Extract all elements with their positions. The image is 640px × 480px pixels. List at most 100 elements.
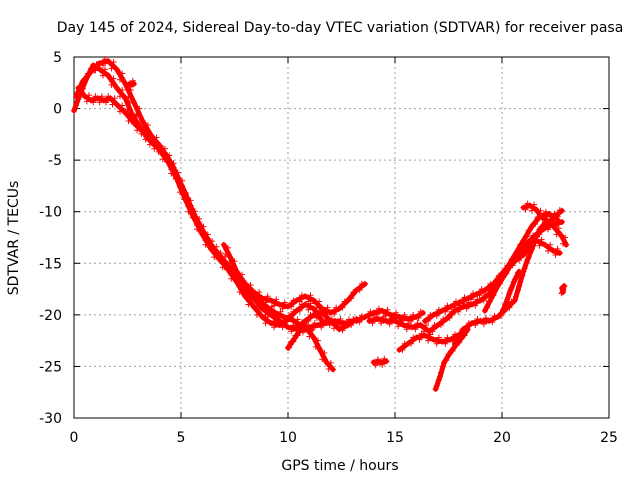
data-point: [465, 299, 472, 306]
data-point: [211, 254, 218, 261]
data-point: [558, 219, 565, 226]
data-point: [433, 340, 440, 347]
data-point: [436, 373, 443, 380]
data-point: [271, 302, 278, 309]
data-point: [525, 254, 532, 261]
data-point: [474, 315, 481, 322]
data-point: [552, 252, 559, 259]
data-point: [432, 386, 439, 393]
series-track-c: [75, 84, 326, 331]
data-point: [559, 240, 566, 247]
data-point: [461, 294, 468, 301]
data-point: [371, 313, 378, 320]
data-point: [299, 329, 306, 336]
data-point: [322, 310, 329, 317]
data-point: [372, 362, 379, 369]
data-point: [310, 305, 317, 312]
data-point: [108, 81, 115, 88]
data-point: [294, 332, 301, 339]
data-point: [444, 302, 451, 309]
data-point: [451, 340, 458, 347]
data-point: [400, 322, 407, 329]
data-point: [316, 308, 323, 315]
data-point: [440, 363, 447, 370]
data-point: [433, 383, 440, 390]
data-point: [463, 326, 470, 333]
data-point: [517, 278, 524, 285]
data-point: [153, 139, 160, 146]
data-point: [500, 307, 507, 314]
y-tick-label: -25: [39, 359, 62, 375]
data-point: [413, 334, 420, 341]
data-point: [187, 197, 194, 204]
data-point: [528, 207, 535, 214]
data-point: [117, 108, 124, 115]
series-trace: [482, 238, 563, 314]
data-point: [327, 309, 334, 316]
series-track-h: [370, 355, 390, 369]
data-point: [113, 101, 120, 108]
series-track-d: [220, 241, 369, 317]
data-point: [304, 326, 311, 333]
data-point: [375, 305, 382, 312]
data-point: [463, 305, 470, 312]
data-point: [480, 321, 487, 328]
data-point: [323, 320, 330, 327]
data-point: [96, 99, 103, 106]
data-point: [550, 223, 557, 230]
series-track-j: [421, 216, 565, 325]
data-point: [264, 305, 271, 312]
data-point: [546, 224, 553, 231]
data-point: [91, 67, 98, 74]
data-point: [469, 301, 476, 308]
data-point: [481, 307, 488, 314]
data-point: [130, 99, 137, 106]
data-point: [489, 319, 496, 326]
data-point: [333, 304, 340, 311]
data-point: [339, 327, 346, 334]
data-point: [356, 319, 363, 326]
y-tick-label: -20: [39, 308, 62, 324]
data-point: [443, 357, 450, 364]
data-point: [533, 206, 540, 213]
data-point: [425, 318, 432, 325]
series-trace: [75, 85, 325, 328]
data-point: [480, 297, 487, 304]
data-point: [182, 196, 189, 203]
data-point: [387, 311, 394, 318]
data-point: [245, 301, 252, 308]
data-point: [294, 316, 301, 323]
data-point: [344, 297, 351, 304]
data-point: [560, 284, 567, 291]
data-point: [370, 309, 377, 316]
data-point: [105, 72, 112, 79]
data-point: [521, 265, 528, 272]
data-point: [477, 318, 484, 325]
data-point: [264, 313, 271, 320]
data-point: [555, 225, 562, 232]
data-point: [490, 292, 497, 299]
data-point: [83, 98, 90, 105]
data-point: [324, 304, 331, 311]
data-point: [438, 369, 445, 376]
data-point: [503, 299, 510, 306]
data-point: [194, 226, 201, 233]
data-point: [259, 313, 266, 320]
data-point: [125, 93, 132, 100]
y-tick-labels: 5 0 -5 -10 -15 -20 -25 -30: [39, 50, 62, 427]
data-point: [412, 326, 419, 333]
data-point: [418, 330, 425, 337]
data-point: [519, 272, 526, 279]
data-point: [256, 289, 263, 296]
data-point: [339, 304, 346, 311]
data-point: [290, 308, 297, 315]
data-point: [99, 72, 106, 79]
data-point: [311, 320, 318, 327]
data-point: [467, 296, 474, 303]
data-point: [306, 333, 313, 340]
data-point: [472, 302, 479, 309]
data-point: [331, 325, 338, 332]
y-axis-label: SDTVAR / TECUs: [6, 181, 22, 296]
data-point: [238, 271, 245, 278]
data-point: [380, 313, 387, 320]
